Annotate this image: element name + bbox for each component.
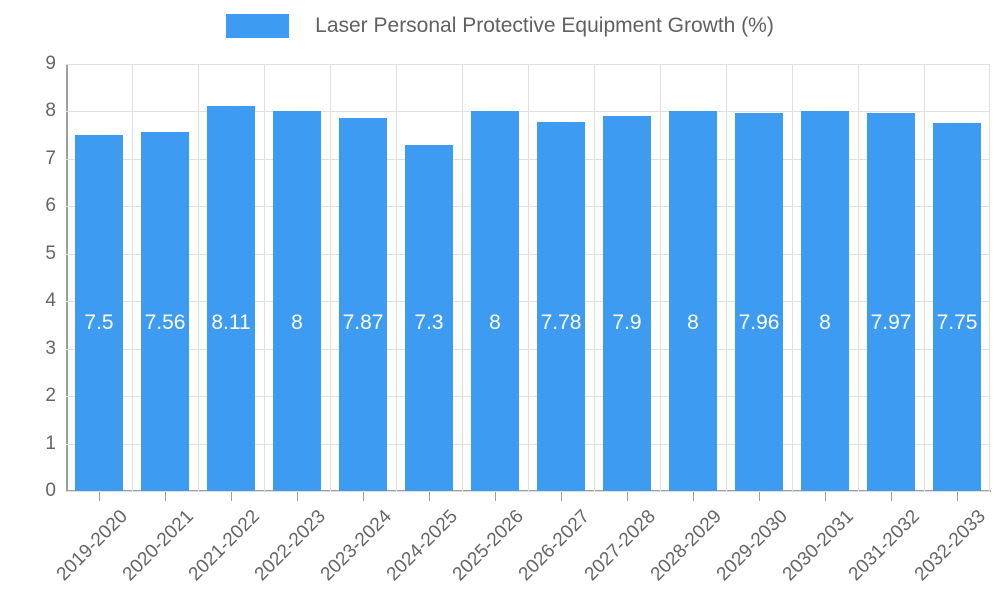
bar-cell: 8.11 bbox=[198, 64, 264, 491]
bar[interactable] bbox=[339, 117, 387, 491]
bar-cell: 7.3 bbox=[396, 64, 462, 491]
bar-cell: 7.87 bbox=[330, 64, 396, 491]
bar-value-label: 7.5 bbox=[84, 311, 114, 334]
bar-value-label: 8 bbox=[819, 311, 831, 334]
gridline-horizontal bbox=[66, 491, 990, 492]
x-axis-tick-mark bbox=[825, 492, 826, 501]
bar-value-label: 8 bbox=[687, 311, 699, 334]
y-axis-line bbox=[66, 64, 68, 492]
x-axis-tick-mark bbox=[363, 492, 364, 501]
bar-value-label: 8.11 bbox=[211, 311, 251, 334]
gridline-vertical bbox=[792, 64, 793, 491]
y-axis-tick-label: 6 bbox=[45, 195, 56, 217]
x-axis-tick-mark bbox=[297, 492, 298, 501]
bar-value-label: 7.97 bbox=[870, 311, 912, 334]
bar-value-label: 8 bbox=[291, 311, 303, 334]
bar[interactable] bbox=[471, 111, 519, 491]
bar-value-label: 7.56 bbox=[144, 311, 186, 334]
gridline-vertical bbox=[198, 64, 199, 491]
y-axis-tick-label: 2 bbox=[45, 385, 56, 407]
bar[interactable] bbox=[735, 113, 783, 491]
bar-cell: 7.96 bbox=[726, 64, 792, 491]
y-axis-tick-label: 4 bbox=[45, 290, 56, 312]
bar-value-label: 7.87 bbox=[342, 311, 384, 334]
x-axis-tick-mark bbox=[561, 492, 562, 501]
bar-series: 7.5 7.56 8.11 8 7.87 7.3 8 7.78 7.9 8 7.96 8 7.97 7.7… bbox=[66, 64, 990, 491]
bar[interactable] bbox=[273, 111, 321, 491]
x-axis-tick-mark bbox=[891, 492, 892, 501]
bar[interactable] bbox=[405, 144, 453, 491]
x-axis-tick-mark bbox=[627, 492, 628, 501]
y-axis-tick-label: 9 bbox=[45, 53, 56, 74]
y-axis-tick-labels: 0 1 2 3 4 5 6 7 8 9 bbox=[0, 53, 56, 501]
y-axis-tick-label: 1 bbox=[45, 432, 56, 454]
gridline-vertical bbox=[660, 64, 661, 491]
bar-cell: 7.5 bbox=[66, 64, 132, 491]
bar[interactable] bbox=[669, 111, 717, 491]
bar-cell: 7.75 bbox=[924, 64, 990, 491]
bar-cell: 7.56 bbox=[132, 64, 198, 491]
y-axis-tick-label: 5 bbox=[45, 242, 56, 264]
gridline-vertical bbox=[462, 64, 463, 491]
bar-cell: 8 bbox=[660, 64, 726, 491]
y-axis-tick-label: 0 bbox=[45, 480, 56, 501]
bar[interactable] bbox=[207, 106, 255, 491]
gridline-vertical bbox=[858, 64, 859, 491]
gridline-vertical bbox=[528, 64, 529, 491]
chart-legend: Laser Personal Protective Equipment Grow… bbox=[0, 14, 1000, 38]
gridline-vertical bbox=[924, 64, 925, 491]
bar-cell: 8 bbox=[264, 64, 330, 491]
bar-value-label: 7.75 bbox=[936, 311, 978, 334]
x-axis-tick-mark bbox=[429, 492, 430, 501]
legend-color-swatch-icon bbox=[226, 14, 290, 38]
legend-item-laser-ppe-growth[interactable]: Laser Personal Protective Equipment Grow… bbox=[226, 14, 774, 38]
bar-value-label: 8 bbox=[489, 311, 501, 334]
legend-label: Laser Personal Protective Equipment Grow… bbox=[315, 14, 774, 37]
bar[interactable] bbox=[141, 132, 189, 491]
bar-value-label: 7.78 bbox=[540, 311, 582, 334]
y-axis-tick-label: 7 bbox=[45, 147, 56, 169]
bar-cell: 8 bbox=[792, 64, 858, 491]
gridline-vertical bbox=[396, 64, 397, 491]
x-axis-tick-mark bbox=[693, 492, 694, 501]
gridline-vertical bbox=[264, 64, 265, 491]
gridline-vertical bbox=[594, 64, 595, 491]
x-axis-tick-mark bbox=[957, 492, 958, 501]
bar-value-label: 7.9 bbox=[612, 311, 642, 334]
bar-cell: 8 bbox=[462, 64, 528, 491]
bar[interactable] bbox=[867, 112, 915, 491]
x-axis-tick-mark bbox=[231, 492, 232, 501]
x-axis-tick-mark bbox=[495, 492, 496, 501]
bar-cell: 7.9 bbox=[594, 64, 660, 491]
gridline-vertical bbox=[132, 64, 133, 491]
bar-value-label: 7.96 bbox=[738, 311, 780, 334]
gridline-vertical bbox=[726, 64, 727, 491]
gridline-vertical bbox=[330, 64, 331, 491]
bar[interactable] bbox=[801, 111, 849, 491]
bar[interactable] bbox=[537, 121, 585, 491]
bar-cell: 7.97 bbox=[858, 64, 924, 491]
x-axis-tick-mark bbox=[99, 492, 100, 501]
bar-value-label: 7.3 bbox=[414, 311, 444, 334]
y-axis-tick-label: 8 bbox=[45, 100, 56, 122]
bar[interactable] bbox=[603, 116, 651, 491]
bar[interactable] bbox=[75, 135, 123, 491]
x-axis-tick-mark bbox=[165, 492, 166, 501]
plot-area: 7.5 7.56 8.11 8 7.87 7.3 8 7.78 7.9 8 7.96 8 7.97 7.7… bbox=[66, 64, 990, 492]
y-axis-tick-label: 3 bbox=[45, 337, 56, 359]
bar-cell: 7.78 bbox=[528, 64, 594, 491]
x-axis-tick-mark bbox=[759, 492, 760, 501]
bar[interactable] bbox=[933, 123, 981, 491]
